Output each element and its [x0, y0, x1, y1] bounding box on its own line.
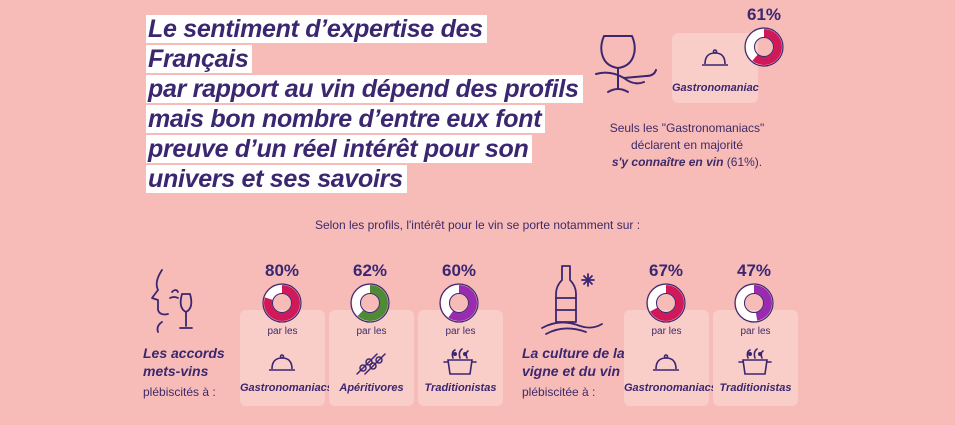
title-line: vigne et du vin [522, 363, 621, 379]
donut-outline [439, 283, 479, 323]
title-line: La culture de la [522, 345, 625, 361]
donut-value-arc [736, 285, 772, 321]
donut-outline [646, 283, 686, 323]
profile-label: Gastronomaniac [672, 82, 759, 94]
par-les-label: par les [651, 326, 682, 337]
donut-inner-outline [754, 37, 774, 57]
wine-bottle-vineyard-icon [541, 265, 603, 335]
par-les-label: par les [356, 326, 387, 337]
percent-label: 67% [648, 261, 684, 280]
profile-label: Traditionistas [424, 382, 497, 394]
headline-line: par rapport au vin dépend des profils [146, 75, 583, 103]
gastronomaniac-card: Gastronomaniac [672, 33, 759, 103]
note-emphasis: s'y connaître en vin [611, 155, 724, 169]
donut-inner-outline [656, 293, 676, 313]
donut-inner-outline [744, 293, 764, 313]
note-line: Seuls les "Gastronomaniacs" [609, 121, 765, 135]
donut-outline [734, 283, 774, 323]
donut-chart [350, 283, 390, 323]
right-block-subtitle: plébiscitée à : [522, 385, 596, 399]
percent-label: 61% [746, 5, 782, 24]
profile-label: Traditionistas [719, 382, 792, 394]
donut-value-arc [352, 285, 388, 321]
cooking-pot-icon [443, 348, 477, 375]
right-block-title: La culture de la vigne et du vin [522, 344, 625, 380]
percent-label: 47% [736, 261, 772, 280]
donut-outline [262, 283, 302, 323]
headline: Le sentiment d’expertise des Français pa… [146, 14, 586, 194]
cloche-icon [269, 354, 295, 371]
profile-label: Apéritivores [339, 382, 404, 394]
donut-inner-outline [449, 293, 469, 313]
profile-card: par les Gastronomaniacs [624, 310, 717, 406]
donut-chart [262, 283, 302, 323]
donut-value-arc [264, 285, 300, 321]
title-line: mets-vins [143, 363, 209, 379]
left-block-subtitle: plébiscités à : [143, 385, 216, 399]
donut-value-arc [648, 285, 684, 321]
donut-value-arc [441, 285, 477, 321]
skewers-icon [356, 353, 386, 375]
nose-wine-glass-icon [151, 269, 193, 333]
donut-value-arc [746, 29, 782, 65]
donut-chart [439, 283, 479, 323]
note-line: s'y connaître en vin (61%). [572, 154, 802, 171]
note-line: déclarent en majorité [630, 138, 744, 152]
headline-line: mais bon nombre d’entre eux font [146, 105, 546, 133]
percent-label: 60% [441, 261, 477, 280]
profile-label: Gastronomaniacs [624, 382, 717, 394]
left-block-title: Les accords mets-vins [143, 344, 225, 380]
percent-label: 80% [264, 261, 300, 280]
par-les-label: par les [740, 326, 771, 337]
par-les-label: par les [267, 326, 298, 337]
percent-label: 62% [352, 261, 388, 280]
cooking-pot-icon [738, 348, 772, 375]
cloche-icon [702, 49, 728, 66]
donut-inner-outline [272, 293, 292, 313]
par-les-label: par les [445, 326, 476, 337]
donut-outline [744, 27, 784, 67]
title-line: Les accords [143, 345, 225, 361]
cloche-icon [653, 354, 679, 371]
note-tail: (61%). [723, 155, 763, 169]
donut-chart [744, 27, 784, 67]
profile-card: par les Gastronomaniacs [240, 310, 333, 406]
donut-outline [350, 283, 390, 323]
headline-line: univers et ses savoirs [146, 165, 407, 193]
top-note: Seuls les "Gastronomaniacs" déclarent en… [572, 120, 802, 171]
donut-chart [646, 283, 686, 323]
profile-card: par les Traditionistas [418, 310, 503, 406]
intro-text: Selon les profils, l'intérêt pour le vin… [314, 218, 641, 232]
headline-line: Le sentiment d’expertise des Français [146, 15, 487, 73]
profile-card: par les Apéritivores [329, 310, 414, 406]
profile-card: par les Traditionistas [713, 310, 798, 406]
donut-inner-outline [360, 293, 380, 313]
donut-chart [734, 283, 774, 323]
wine-glass-hand-icon [595, 35, 657, 93]
profile-label: Gastronomaniacs [240, 382, 333, 394]
headline-line: preuve d’un réel intérêt pour son [146, 135, 533, 163]
